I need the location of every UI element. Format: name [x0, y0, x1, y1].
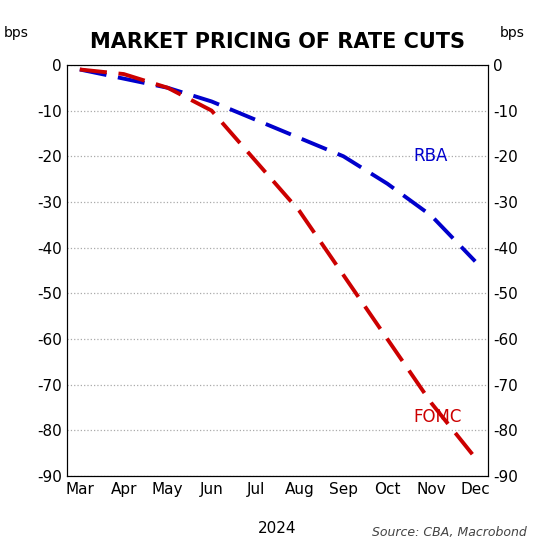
Text: RBA: RBA — [413, 148, 448, 166]
Text: bps: bps — [4, 26, 29, 40]
Title: MARKET PRICING OF RATE CUTS: MARKET PRICING OF RATE CUTS — [90, 32, 465, 52]
Text: FOMC: FOMC — [413, 407, 462, 426]
Text: bps: bps — [500, 26, 524, 40]
Text: 2024: 2024 — [258, 522, 297, 536]
Text: Source: CBA, Macrobond: Source: CBA, Macrobond — [372, 526, 527, 539]
